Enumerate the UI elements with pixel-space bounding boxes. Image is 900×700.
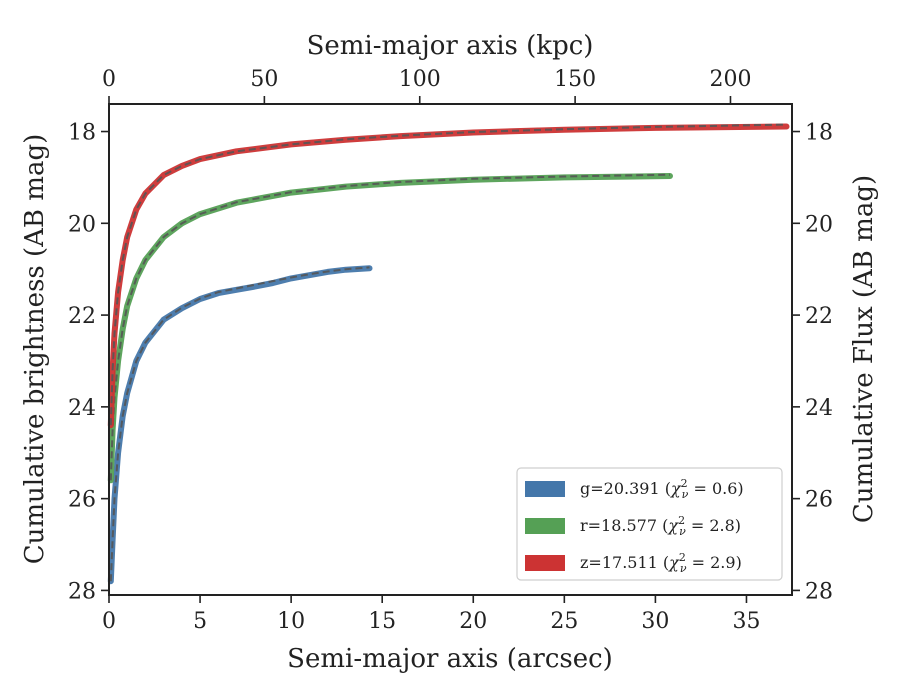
x-tick-label: 30 [641,609,669,634]
legend-label-part: = 0.6) [688,479,743,498]
legend-label-part: 2 [681,477,688,490]
y2-tick-label: 24 [805,396,833,421]
legend-label-part: z=17.511 ( [580,553,669,572]
legend-label-part: 2 [679,551,686,564]
x-tick-label: 35 [732,609,760,634]
x2-tick-label: 150 [554,67,596,92]
x-tick-label: 0 [102,609,116,634]
x2-tick-label: 200 [709,67,751,92]
legend-label-part: 2 [678,514,685,527]
legend-label-part: = 2.8) [686,516,741,535]
legend-label-part: ν [682,488,689,501]
y2-tick-label: 18 [805,121,833,146]
series-line-1 [107,173,673,484]
x-tick-label: 20 [459,609,487,634]
x2-tick-label: 50 [250,67,278,92]
y2-axis-title: Cumulative Flux (AB mag) [849,175,879,523]
x2-axis-title: Semi-major axis (kpc) [307,31,594,61]
plot-frame [108,103,793,596]
x2-tick-label: 0 [102,67,116,92]
y2-tick-label: 22 [805,304,833,329]
legend-label-part: = 2.9) [687,553,742,572]
legend-label-part: r=18.577 ( [580,516,668,535]
model-fit-line-0 [109,266,370,582]
y-tick-label: 22 [68,304,96,329]
y-axis-title: Cumulative brightness (AB mag) [20,134,50,565]
legend-label-part: ν [680,562,687,575]
legend-label-part: g=20.391 ( [580,479,671,498]
x-tick-label: 10 [277,609,305,634]
series-line-2 [107,123,790,429]
series-layer [107,123,790,585]
legend-box [516,467,783,581]
y-tick-label: 28 [68,579,96,604]
legend-swatch-2 [525,555,565,571]
legend-label-part: χ [667,516,679,535]
legend-label-part: ν [679,525,686,538]
legend-label-part: χ [670,479,682,498]
y-tick-label: 26 [68,488,96,513]
x-tick-label: 5 [193,609,207,634]
legend-label-0: g=20.391 (χ2 ν = 0.6) [580,477,744,501]
axes-frame [108,103,793,596]
series-line-0 [107,265,373,585]
legend-swatch-0 [525,481,565,497]
model-fit-line-1 [109,173,671,481]
y-tick-label: 24 [68,396,96,421]
y2-tick-label: 26 [805,488,833,513]
legend-label-1: r=18.577 (χ2 ν = 2.8) [580,514,741,538]
x-tick-label: 15 [368,609,396,634]
x-axis-title: Semi-major axis (arcsec) [287,644,613,674]
y-tick-label: 20 [68,212,96,237]
legend: g=20.391 (χ2 ν = 0.6)r=18.577 (χ2 ν = 2.8)… [516,467,783,581]
x2-tick-label: 100 [399,67,441,92]
y2-tick-label: 20 [805,212,833,237]
y-tick-label: 18 [68,121,96,146]
y2-tick-label: 28 [805,579,833,604]
x-tick-label: 25 [550,609,578,634]
legend-label-2: z=17.511 (χ2 ν = 2.9) [580,551,742,575]
legend-label-part: χ [668,553,680,572]
model-fit-line-2 [109,123,787,426]
legend-swatch-1 [525,518,565,534]
